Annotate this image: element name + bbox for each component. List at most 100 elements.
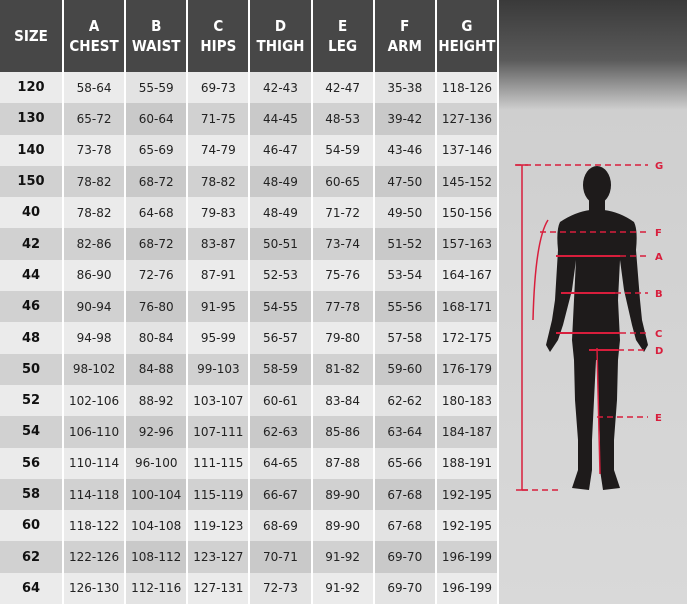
- measurement-cell: 122-126: [63, 541, 127, 573]
- table-row: 46 90-94 76-80 91-95 54-55 77-78 55-56 168-171: [0, 291, 500, 323]
- measurement-cell: 52-53: [249, 259, 313, 292]
- measurement-cell: 176-179: [435, 353, 500, 385]
- measurement-cell: 68-72: [125, 228, 189, 260]
- measurement-cell: 118-126: [435, 72, 500, 104]
- size-cell: 54: [0, 416, 64, 448]
- column-letter: C: [213, 17, 224, 35]
- measurement-cell: 72-73: [249, 572, 313, 604]
- measurement-cell: 104-108: [125, 510, 189, 542]
- size-cell: 150: [0, 165, 64, 198]
- measurement-cell: 80-84: [125, 322, 189, 354]
- marker-label-f: F: [655, 228, 662, 239]
- size-cell: 50: [0, 353, 64, 385]
- measurement-cell: 60-64: [125, 103, 189, 135]
- measurement-cell: 43-46: [373, 134, 437, 166]
- measurement-cell: 115-119: [187, 478, 251, 511]
- measurement-cell: 164-167: [435, 259, 500, 292]
- measurement-cell: 103-107: [187, 384, 251, 417]
- measurement-cell: 88-92: [125, 384, 189, 417]
- measurement-cell: 76-80: [125, 291, 189, 323]
- column-header-height: G HEIGHT: [435, 0, 500, 72]
- measurement-cell: 70-71: [249, 541, 313, 573]
- measurement-cell: 69-73: [187, 72, 251, 104]
- measurement-cell: 74-79: [187, 134, 251, 166]
- column-header-thigh: D THIGH: [249, 0, 313, 72]
- measurement-cell: 102-106: [63, 384, 127, 417]
- body-silhouette: [546, 166, 648, 490]
- table-row: 120 58-64 55-59 69-73 42-43 42-47 35-38 118-126: [0, 72, 500, 104]
- measurement-cell: 69-70: [373, 541, 437, 573]
- size-cell: 60: [0, 510, 64, 542]
- column-header-waist: B WAIST: [125, 0, 189, 72]
- column-label: HEIGHT: [438, 37, 496, 55]
- marker-label-b: B: [655, 289, 663, 300]
- size-cell: 130: [0, 103, 64, 135]
- measurement-cell: 90-94: [63, 291, 127, 323]
- measurement-cell: 84-88: [125, 353, 189, 385]
- measurement-cell: 110-114: [63, 447, 127, 479]
- measurement-cell: 78-82: [63, 197, 127, 229]
- measurement-cell: 82-86: [63, 228, 127, 260]
- column-letter: B: [151, 17, 162, 35]
- size-cell: 48: [0, 322, 64, 354]
- measurement-cell: 58-64: [63, 72, 127, 104]
- measurement-cell: 56-57: [249, 322, 313, 354]
- arm-line: [532, 219, 549, 321]
- table-row: 52 102-106 88-92 103-107 60-61 83-84 62-62 180-…: [0, 384, 500, 417]
- measurement-cell: 111-115: [187, 447, 251, 479]
- measurement-cell: 63-64: [373, 416, 437, 448]
- measurement-cell: 126-130: [63, 572, 127, 604]
- measurement-cell: 54-59: [311, 134, 375, 166]
- measurement-cell: 71-75: [187, 103, 251, 135]
- measurement-cell: 48-49: [249, 197, 313, 229]
- size-cell: 40: [0, 197, 64, 229]
- measurement-cell: 50-51: [249, 228, 313, 260]
- measurement-cell: 172-175: [435, 322, 500, 354]
- measurement-cell: 53-54: [373, 259, 437, 292]
- measurement-lines: [515, 164, 648, 491]
- column-letter: D: [274, 17, 287, 35]
- measurement-cell: 79-80: [311, 322, 375, 354]
- marker-label-a: A: [655, 252, 663, 263]
- table-row: 44 86-90 72-76 87-91 52-53 75-76 53-54 164-167: [0, 259, 500, 292]
- table-row: 140 73-78 65-69 74-79 46-47 54-59 43-46 137-146: [0, 134, 500, 166]
- table-row: 40 78-82 64-68 79-83 48-49 71-72 49-50 150-156: [0, 197, 500, 229]
- measurement-cell: 73-74: [311, 228, 375, 260]
- leg-line: [596, 347, 601, 475]
- measurement-cell: 192-195: [435, 510, 500, 542]
- column-header-size: SIZE: [0, 0, 64, 72]
- measurement-cell: 196-199: [435, 572, 500, 604]
- measurement-cell: 57-58: [373, 322, 437, 354]
- measurement-cell: 48-49: [249, 165, 313, 198]
- measurement-cell: 180-183: [435, 384, 500, 417]
- measurement-cell: 68-69: [249, 510, 313, 542]
- measurement-cell: 48-53: [311, 103, 375, 135]
- measurement-cell: 44-45: [249, 103, 313, 135]
- header-row: SIZE A CHEST B WAIST C HIPS D THIGH E LEG F ARM G HEIG…: [0, 0, 500, 72]
- measurement-cell: 66-67: [249, 478, 313, 511]
- column-letter: E: [338, 17, 348, 35]
- measurement-cell: 89-90: [311, 478, 375, 511]
- column-header-chest: A CHEST: [63, 0, 127, 72]
- measurement-cell: 46-47: [249, 134, 313, 166]
- measurement-cell: 65-66: [373, 447, 437, 479]
- measurement-cell: 112-116: [125, 572, 189, 604]
- measurement-cell: 64-68: [125, 197, 189, 229]
- measurement-cell: 78-82: [63, 165, 127, 198]
- table-row: 48 94-98 80-84 95-99 56-57 79-80 57-58 172-175: [0, 322, 500, 354]
- measurement-cell: 188-191: [435, 447, 500, 479]
- table-row: 60 118-122 104-108 119-123 68-69 89-90 67-68 19…: [0, 510, 500, 542]
- marker-label-e: E: [655, 413, 662, 424]
- size-cell: 46: [0, 291, 64, 323]
- size-cell: 62: [0, 541, 64, 573]
- measurement-cell: 108-112: [125, 541, 189, 573]
- measurement-cell: 85-86: [311, 416, 375, 448]
- column-label: THIGH: [256, 37, 305, 55]
- measurement-cell: 83-87: [187, 228, 251, 260]
- column-letter: F: [400, 17, 410, 35]
- measurement-cell: 145-152: [435, 165, 500, 198]
- measurement-cell: 67-68: [373, 510, 437, 542]
- measurement-cell: 99-103: [187, 353, 251, 385]
- measurement-cell: 68-72: [125, 165, 189, 198]
